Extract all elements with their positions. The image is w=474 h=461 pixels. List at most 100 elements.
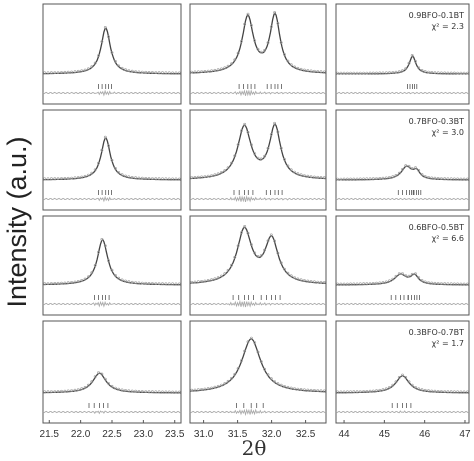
observed-point <box>362 282 366 286</box>
observed-point <box>56 390 60 393</box>
observed-point <box>46 177 50 181</box>
observed-point <box>439 282 443 286</box>
observed-point <box>388 71 391 75</box>
observed-point <box>220 67 223 71</box>
observed-point <box>226 379 230 383</box>
observed-point <box>43 390 47 394</box>
observed-point <box>213 68 217 72</box>
observed-point <box>110 158 114 162</box>
observed-point <box>50 71 53 75</box>
observed-point <box>233 58 237 62</box>
observed-point <box>391 277 395 281</box>
observed-point <box>397 375 401 379</box>
observed-point <box>306 69 310 72</box>
panel-frame <box>335 3 470 105</box>
observed-point <box>120 173 124 177</box>
observed-point <box>443 390 447 394</box>
observed-point <box>436 282 440 285</box>
observed-point <box>63 70 67 74</box>
observed-point <box>414 385 417 389</box>
observed-point <box>127 69 131 73</box>
observed-point <box>190 176 194 180</box>
observed-point <box>368 177 372 181</box>
observed-point <box>230 376 233 380</box>
observed-point <box>60 281 63 285</box>
observed-point <box>114 273 117 277</box>
observed-point <box>100 148 104 152</box>
observed-point <box>378 176 382 180</box>
observed-point <box>256 350 260 354</box>
observed-point <box>114 166 117 170</box>
observed-point <box>243 349 247 353</box>
x-tick-label: 31.0 <box>194 429 214 440</box>
observed-point <box>299 67 303 71</box>
difference-curve <box>189 407 327 417</box>
observed-point <box>236 51 240 55</box>
observed-point <box>90 65 94 69</box>
observed-point <box>273 239 277 243</box>
observed-point <box>236 367 240 370</box>
observed-point <box>147 390 151 394</box>
observed-point <box>43 282 47 286</box>
observed-point <box>53 71 57 75</box>
observed-point <box>249 336 253 340</box>
observed-point <box>223 272 227 276</box>
difference-curve <box>42 195 182 203</box>
observed-point <box>220 383 223 387</box>
observed-point <box>410 167 414 170</box>
observed-point <box>345 282 349 286</box>
observed-point <box>316 70 320 73</box>
observed-point <box>87 275 90 279</box>
observed-point <box>394 380 398 384</box>
x-tick-label: 45 <box>379 429 391 440</box>
observed-point <box>259 360 263 364</box>
panel-frame <box>42 109 182 211</box>
observed-point <box>63 389 67 393</box>
observed-point <box>249 243 253 247</box>
observed-point <box>56 71 60 75</box>
observed-point <box>93 168 97 172</box>
calculated-profile <box>43 27 181 75</box>
observed-point <box>273 11 277 14</box>
observed-point <box>322 389 326 393</box>
observed-point <box>239 359 243 363</box>
observed-point <box>177 282 181 286</box>
observed-point <box>375 71 378 75</box>
observed-point <box>203 387 207 391</box>
observed-point <box>46 71 50 75</box>
observed-point <box>384 387 388 391</box>
difference-curve <box>189 89 327 97</box>
observed-point <box>167 71 171 75</box>
observed-point <box>381 281 385 284</box>
observed-point <box>193 175 197 179</box>
observed-point <box>114 386 117 390</box>
observed-point <box>97 54 100 58</box>
observed-point <box>171 390 175 394</box>
observed-point <box>147 177 151 180</box>
observed-point <box>87 383 90 387</box>
observed-point <box>410 272 414 276</box>
observed-point <box>309 175 313 179</box>
observed-point <box>226 166 230 170</box>
observed-point <box>388 385 391 389</box>
observed-point <box>70 389 74 393</box>
chi-squared-label: χ² = 3.0 <box>432 128 464 137</box>
observed-point <box>233 255 237 259</box>
observed-point <box>465 71 469 75</box>
observed-point <box>144 176 148 180</box>
observed-point <box>253 341 257 345</box>
observed-point <box>381 388 385 392</box>
observed-point <box>43 177 47 181</box>
observed-point <box>171 177 175 181</box>
observed-point <box>193 70 197 74</box>
observed-point <box>190 70 194 74</box>
difference-curve <box>189 195 327 203</box>
observed-point <box>316 280 320 284</box>
observed-point <box>171 71 175 75</box>
observed-point <box>83 385 87 389</box>
observed-point <box>433 176 437 180</box>
observed-point <box>273 380 277 384</box>
observed-point <box>446 177 450 181</box>
observed-point <box>407 274 411 278</box>
observed-point <box>433 281 437 285</box>
